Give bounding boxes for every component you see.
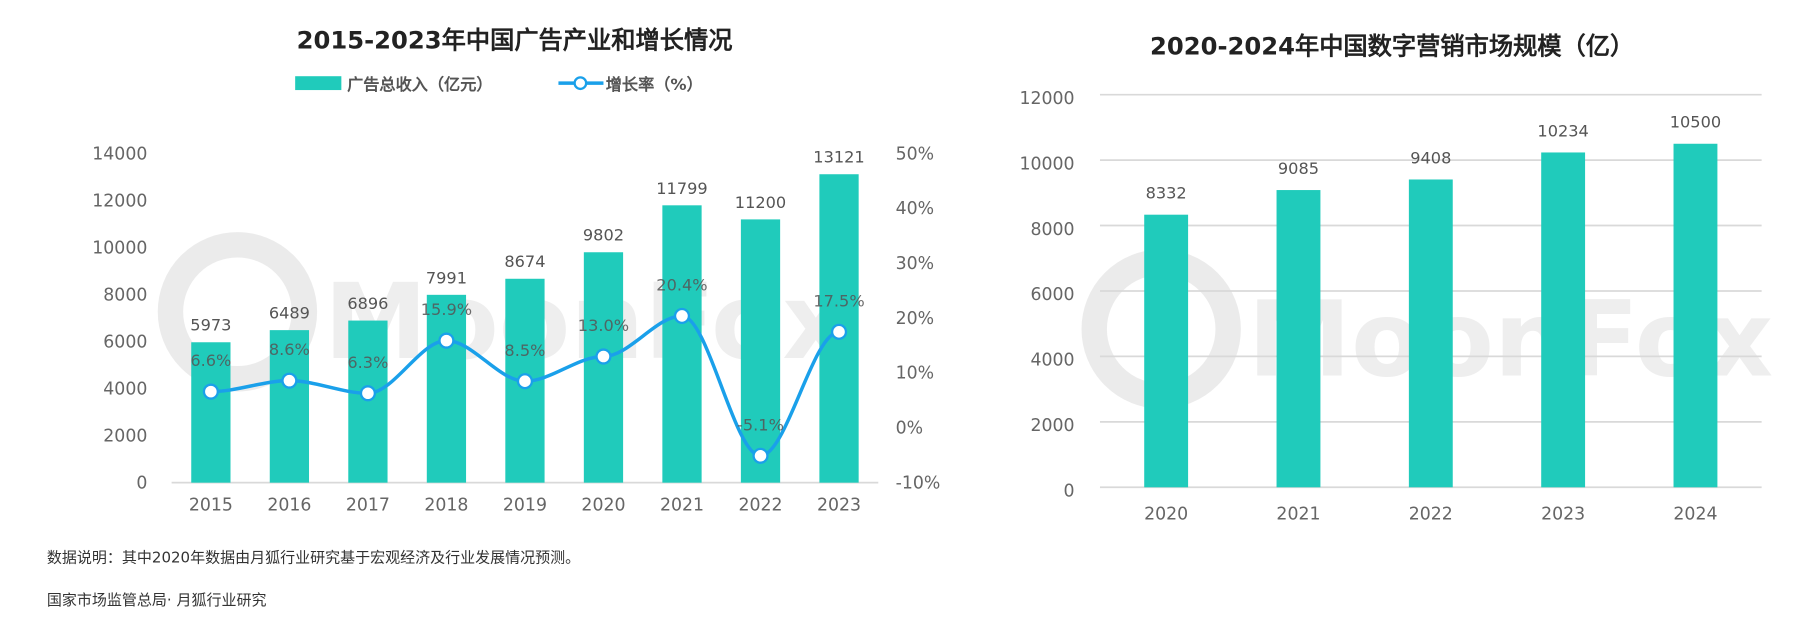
right-y-tick: 50% [896, 144, 934, 164]
bar-value-label: 13121 [813, 148, 864, 167]
growth-point-2018 [438, 332, 455, 349]
y-tick: 10000 [1020, 154, 1075, 174]
right-y-tick: 10% [896, 364, 934, 384]
growth-value-label: 8.6% [269, 340, 310, 359]
legend-bar-swatch [295, 76, 342, 91]
left-y-tick: 4000 [103, 379, 147, 399]
bar-2015 [191, 342, 231, 483]
bar-2018 [426, 294, 467, 483]
left-y-tick: 8000 [103, 285, 147, 305]
bar-value-label: 7991 [426, 268, 467, 287]
left-y-tick: 2000 [103, 426, 147, 446]
growth-point-2017 [359, 385, 376, 402]
growth-value-label: 8.5% [504, 341, 545, 360]
y-tick: 4000 [1031, 351, 1075, 371]
x-tick: 2023 [1541, 505, 1585, 525]
bar-value-label: 9802 [583, 226, 624, 245]
x-tick: 2021 [660, 495, 704, 515]
bar-2021 [1276, 190, 1321, 488]
growth-point-2022 [752, 447, 769, 464]
bar-2024 [1673, 143, 1718, 488]
right-chart: 0 2000 4000 6000 8000 10000 12000 8332 2020 9085 2… [1020, 89, 1762, 525]
x-tick: 2023 [817, 495, 861, 515]
left-y-tick: 14000 [92, 144, 147, 164]
bar-value-label: 9408 [1410, 148, 1451, 167]
source-note: 国家市场监管总局· 月狐行业研究 [47, 591, 267, 609]
bar-2023 [1541, 152, 1586, 488]
data-note: 数据说明：其中2020年数据由月狐行业研究基于宏观经济及行业发展情况预测。 [47, 548, 580, 566]
growth-value-label: 6.3% [347, 353, 388, 372]
y-tick: 0 [1064, 482, 1075, 502]
bar-value-label: 9085 [1278, 159, 1319, 178]
growth-point-2023 [830, 323, 848, 340]
x-tick: 2024 [1673, 505, 1717, 525]
x-tick: 2020 [581, 495, 625, 515]
growth-point-2019 [516, 373, 534, 390]
growth-point-2015 [202, 383, 219, 400]
right-chart-title: 2020-2024年中国数字营销市场规模（亿） [1150, 31, 1634, 60]
bar-2017 [348, 320, 388, 483]
legend-line-label: 增长率（%） [606, 75, 703, 94]
x-tick: 2017 [346, 495, 390, 515]
bar-value-label: 5973 [190, 316, 231, 335]
bar-2020 [583, 252, 624, 483]
bar-2022 [740, 219, 781, 483]
growth-value-label: -5.1% [737, 415, 784, 434]
y-tick: 8000 [1031, 220, 1075, 240]
right-y-tick: 40% [896, 199, 934, 219]
bar-value-label: 6896 [347, 294, 388, 313]
y-tick: 12000 [1020, 89, 1075, 109]
x-tick: 2020 [1144, 505, 1188, 525]
left-y-tick: 12000 [92, 191, 147, 211]
legend-bar-label: 广告总收入（亿元） [347, 75, 492, 94]
x-tick: 2019 [503, 495, 547, 515]
x-tick: 2015 [189, 495, 233, 515]
growth-value-label: 6.6% [190, 351, 231, 370]
x-tick: 2022 [1409, 505, 1453, 525]
left-y-tick: 6000 [103, 332, 147, 352]
growth-value-label: 17.5% [813, 291, 864, 310]
bar-value-label: 8674 [504, 252, 545, 271]
right-y-tick: 30% [896, 254, 934, 274]
bar-2016 [269, 330, 310, 483]
right-y-tick: 0% [896, 419, 923, 439]
left-legend: 广告总收入（亿元） 增长率（%） [295, 75, 703, 94]
x-tick: 2021 [1276, 505, 1320, 525]
x-tick: 2018 [424, 495, 468, 515]
bar-value-label: 6489 [269, 304, 310, 323]
bar-value-label: 8332 [1146, 184, 1187, 203]
growth-point-2021 [673, 307, 691, 325]
x-tick: 2022 [738, 495, 782, 515]
bar-2022 [1408, 179, 1453, 488]
left-y-tick: 10000 [92, 238, 147, 258]
legend-line-marker [573, 76, 588, 91]
bar-value-label: 10500 [1670, 113, 1721, 132]
bar-value-label: 11200 [735, 193, 786, 212]
left-y-tick: 0 [136, 473, 147, 493]
bar-2020 [1144, 214, 1189, 488]
x-tick: 2016 [267, 495, 311, 515]
right-y-tick: 20% [896, 309, 934, 329]
growth-value-label: 13.0% [578, 316, 629, 335]
left-chart-title: 2015-2023年中国广告产业和增长情况 [297, 25, 733, 54]
watermark-logo-icon [157, 232, 318, 392]
bar-value-label: 10234 [1537, 121, 1588, 140]
growth-point-2016 [281, 372, 298, 389]
y-tick: 6000 [1031, 285, 1075, 305]
growth-value-label: 15.9% [421, 300, 472, 319]
y-tick: 2000 [1031, 416, 1075, 436]
right-y-tick: -10% [896, 473, 941, 493]
bar-2021 [662, 205, 702, 483]
bar-value-label: 11799 [656, 179, 707, 198]
growth-point-2020 [595, 348, 612, 365]
growth-value-label: 20.4% [656, 276, 707, 295]
left-chart: 0 2000 4000 6000 8000 10000 12000 14000 -10% 0% 10… [92, 144, 940, 515]
